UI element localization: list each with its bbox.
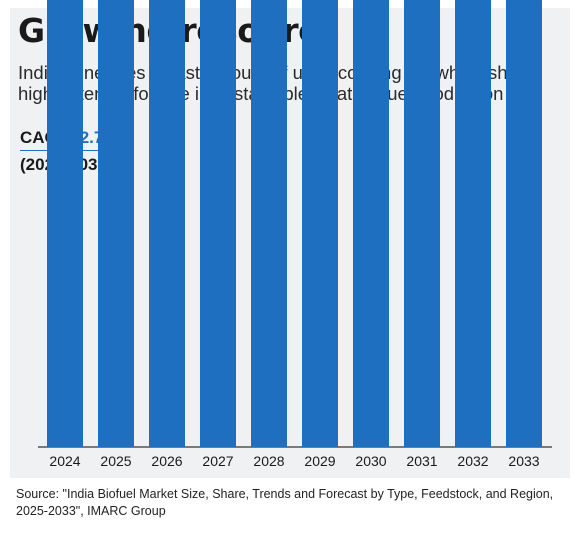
x-tick-label-2026: 2026: [151, 453, 182, 469]
bar-2027: [200, 0, 236, 447]
bar-2025: [98, 0, 134, 447]
x-tick-label-2032: 2032: [457, 453, 488, 469]
bar-2030: [353, 0, 389, 447]
x-tick-label-2025: 2025: [100, 453, 131, 469]
x-tick-label-2029: 2029: [304, 453, 335, 469]
bar-2033: [506, 0, 542, 447]
bar-2032: [455, 0, 491, 447]
bar-2028: [251, 0, 287, 447]
bar-2029: [302, 0, 338, 448]
x-tick-label-2027: 2027: [202, 453, 233, 469]
x-tick-label-2031: 2031: [406, 453, 437, 469]
bar-2031: [404, 0, 440, 447]
bar-2024: [47, 0, 83, 447]
x-tick-label-2033: 2033: [508, 453, 539, 469]
x-tick-label-2030: 2030: [355, 453, 386, 469]
source-note: Source: "India Biofuel Market Size, Shar…: [16, 487, 554, 518]
x-tick-label-2024: 2024: [49, 453, 80, 469]
bar-2026: [149, 0, 185, 447]
x-tick-label-2028: 2028: [253, 453, 284, 469]
